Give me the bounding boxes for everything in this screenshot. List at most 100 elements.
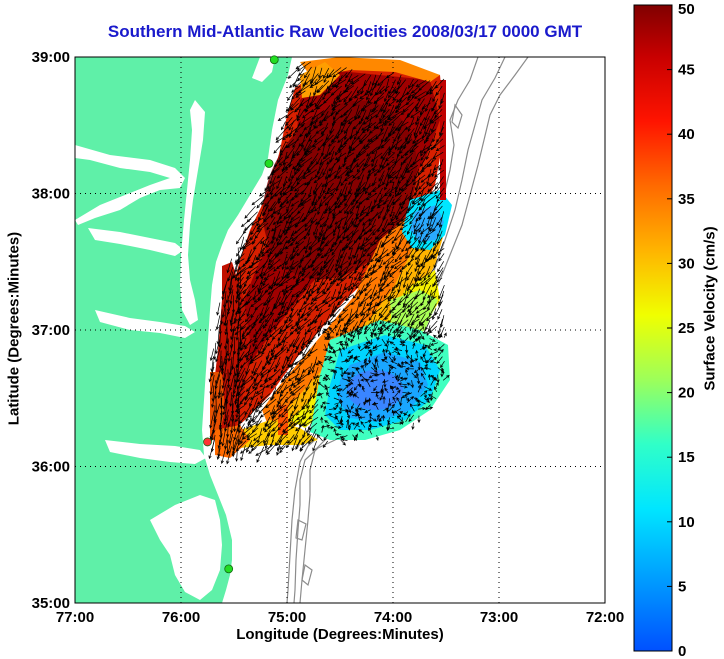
velocity-arrow xyxy=(293,73,300,88)
velocity-arrow xyxy=(270,378,277,389)
velocity-arrow xyxy=(399,224,408,231)
velocity-arrow xyxy=(325,188,336,195)
velocity-arrow xyxy=(443,332,447,338)
velocity-arrow xyxy=(311,399,319,409)
velocity-arrow xyxy=(378,276,384,288)
velocity-arrow xyxy=(399,376,407,380)
velocity-arrow xyxy=(381,359,388,363)
velocity-arrow xyxy=(291,85,301,93)
velocity-arrow xyxy=(217,386,221,399)
velocity-arrow xyxy=(387,217,396,226)
velocity-arrow xyxy=(390,212,395,222)
velocity-arrow xyxy=(258,344,264,354)
velocity-arrow xyxy=(426,313,436,322)
velocity-arrow xyxy=(332,349,337,357)
velocity-arrow xyxy=(251,195,265,206)
velocity-arrow xyxy=(221,427,227,447)
velocity-arrow xyxy=(337,229,346,239)
velocity-arrow xyxy=(269,169,275,185)
velocity-arrow xyxy=(416,399,426,405)
velocity-arrow xyxy=(327,295,342,308)
velocity-arrow xyxy=(374,401,379,410)
velocity-arrow xyxy=(273,144,282,154)
velocity-arrow xyxy=(347,422,353,429)
velocity-arrow xyxy=(351,422,361,428)
velocity-arrow xyxy=(426,86,433,95)
lat-tick: 35:00 xyxy=(32,595,70,612)
velocity-arrow xyxy=(256,198,265,209)
velocity-arrow xyxy=(373,372,384,377)
velocity-arrow xyxy=(298,355,311,365)
pamlico-sound xyxy=(150,495,222,600)
velocity-arrow xyxy=(285,192,300,204)
velocity-arrow xyxy=(234,258,245,265)
velocity-arrow xyxy=(388,168,402,179)
velocity-arrow xyxy=(301,391,306,403)
velocity-arrow xyxy=(431,308,437,321)
velocity-arrow xyxy=(333,369,338,379)
velocity-arrow xyxy=(415,253,421,266)
velocity-arrow xyxy=(344,337,348,345)
velocity-arrow xyxy=(424,366,432,371)
velocity-arrow xyxy=(324,169,329,181)
velocity-arrow xyxy=(269,259,281,268)
velocity-arrow xyxy=(346,229,359,242)
velocity-arrow xyxy=(392,198,401,205)
velocity-arrow xyxy=(215,342,223,363)
velocity-arrow xyxy=(344,259,352,275)
velocity-arrow xyxy=(258,189,270,197)
velocity-arrow xyxy=(333,428,337,435)
colorbar-tick-label: 15 xyxy=(678,449,695,466)
velocity-arrow xyxy=(264,439,269,450)
velocity-arrow xyxy=(322,163,329,176)
velocity-arrow xyxy=(361,126,370,134)
velocity-arrow xyxy=(229,289,234,305)
velocity-arrow xyxy=(279,439,289,450)
velocity-arrow xyxy=(339,327,349,332)
velocity-arrow xyxy=(357,146,370,156)
velocity-arrow xyxy=(415,278,427,287)
velocity-arrow xyxy=(309,404,319,414)
velocity-arrow xyxy=(353,394,360,399)
velocity-arrow xyxy=(426,325,431,337)
velocity-arrow xyxy=(276,380,287,395)
velocity-arrow xyxy=(317,360,324,368)
velocity-arrow xyxy=(226,446,232,465)
velocity-arrow xyxy=(226,258,233,274)
velocity-arrow xyxy=(316,433,323,442)
velocity-arrow xyxy=(209,410,215,429)
velocity-arrow xyxy=(342,319,355,332)
velocity-arrow xyxy=(352,327,359,333)
velocity-arrow xyxy=(315,162,324,179)
velocity-arrow xyxy=(438,294,444,306)
velocity-arrow xyxy=(371,74,377,87)
velocity-arrow xyxy=(237,362,246,376)
velocity-arrow xyxy=(311,193,318,207)
velocity-arrow xyxy=(276,398,282,408)
velocity-arrow xyxy=(344,192,353,207)
velocity-arrow xyxy=(222,397,228,416)
velocity-arrow xyxy=(291,150,299,160)
velocity-arrow xyxy=(313,224,318,236)
velocity-arrow xyxy=(283,207,294,220)
velocity-arrow xyxy=(235,440,247,452)
velocity-arrow xyxy=(327,85,336,94)
velocity-arrow xyxy=(273,264,282,272)
velocity-arrow xyxy=(413,369,419,374)
velocity-arrow xyxy=(335,403,339,411)
velocity-arrow xyxy=(338,72,348,82)
velocity-arrow xyxy=(343,152,355,160)
velocity-arrow xyxy=(429,109,437,123)
velocity-arrow xyxy=(285,439,294,448)
velocity-arrow xyxy=(394,389,401,398)
velocity-arrow xyxy=(393,421,404,425)
colorbar-tick-label: 0 xyxy=(678,643,686,659)
velocity-arrow xyxy=(301,258,312,271)
velocity-arrow xyxy=(385,72,395,79)
velocity-arrow xyxy=(424,108,431,122)
velocity-arrow xyxy=(365,138,377,148)
velocity-arrow xyxy=(250,224,258,236)
velocity-arrow xyxy=(432,92,438,103)
velocity-arrow xyxy=(417,336,421,344)
velocity-arrow xyxy=(288,380,294,392)
